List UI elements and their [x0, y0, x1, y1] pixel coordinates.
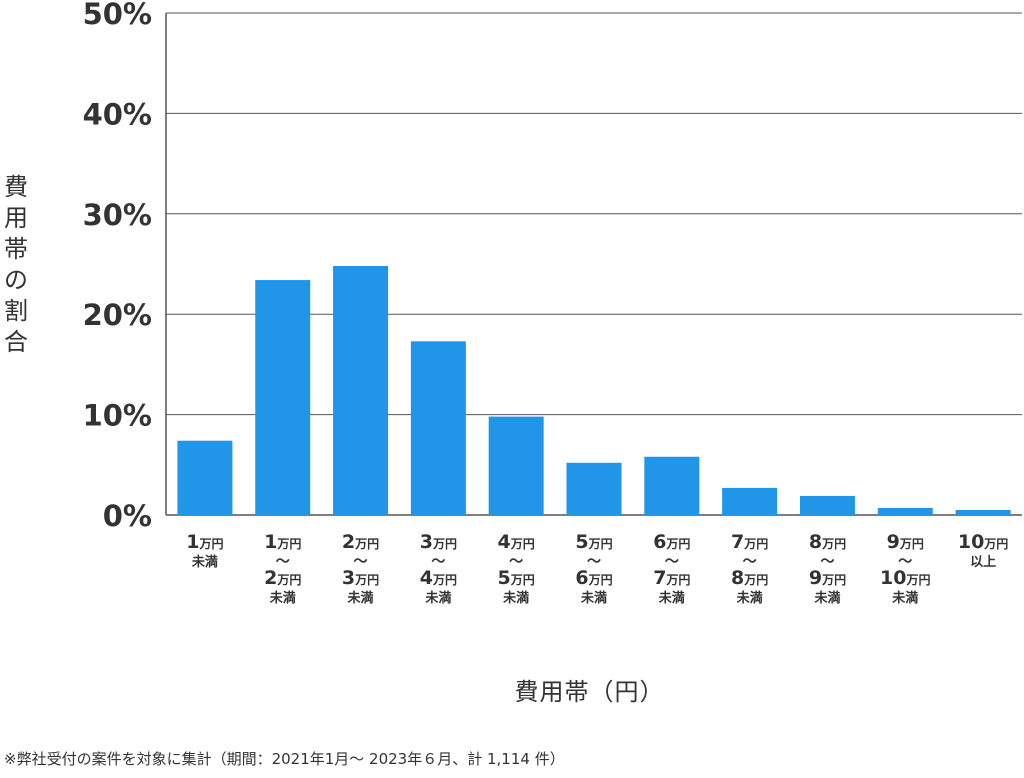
x-tick-label: 未満 — [658, 590, 685, 606]
y-tick-label: 30% — [83, 198, 152, 232]
x-tick-label: 2万円 — [342, 531, 379, 553]
x-tick-label: 〜 — [509, 554, 523, 570]
bar — [877, 507, 933, 515]
x-axis-label: 費用帯（円） — [514, 678, 665, 706]
bar — [722, 487, 778, 515]
x-tick-label: 未満 — [191, 554, 218, 570]
y-axis-label-char: 帯 — [4, 235, 28, 263]
y-tick-label: 50% — [83, 0, 152, 31]
x-tick-label: 未満 — [813, 590, 840, 606]
x-tick-label: 未満 — [580, 590, 607, 606]
x-tick-label: 1万円 — [186, 531, 223, 553]
y-axis-label-char: 割 — [4, 297, 28, 325]
x-tick-label: 5万円 — [575, 531, 612, 553]
bar — [255, 280, 311, 515]
x-tick-label: 3万円 — [420, 531, 457, 553]
x-tick-label: 8万円 — [731, 567, 768, 589]
bar — [644, 456, 700, 515]
x-tick-label: 〜 — [898, 554, 912, 570]
x-tick-label: 6万円 — [653, 531, 690, 553]
x-tick-label: 未満 — [269, 590, 296, 606]
bar — [799, 495, 855, 515]
y-axis-label-char: 用 — [4, 204, 28, 232]
y-axis-label-char: 合 — [4, 328, 28, 356]
x-tick-label: 8万円 — [809, 531, 846, 553]
x-tick-label: 3万円 — [342, 567, 379, 589]
bar — [333, 266, 389, 515]
x-tick-label: 以上 — [970, 555, 996, 570]
x-tick-label: 5万円 — [498, 567, 535, 589]
x-tick-label: 未満 — [424, 590, 451, 606]
x-tick-label: 未満 — [502, 590, 529, 606]
x-tick-label: 未満 — [736, 590, 763, 606]
footnote: ※弊社受付の案件を対象に集計（期間：2021年1月〜 2023年６月、計 1,1… — [4, 750, 565, 768]
x-tick-label: 6万円 — [575, 567, 612, 589]
bar — [566, 462, 622, 515]
x-tick-label: 10万円 — [880, 567, 930, 589]
x-tick-label: 9万円 — [809, 567, 846, 589]
y-tick-label: 0% — [103, 499, 152, 533]
bar — [955, 509, 1011, 515]
x-tick-label: 9万円 — [887, 531, 924, 553]
y-axis-label-char: の — [4, 266, 28, 294]
x-tick-label: 7万円 — [653, 567, 690, 589]
x-tick-label: 7万円 — [731, 531, 768, 553]
x-tick-label: 未満 — [347, 590, 374, 606]
y-tick-label: 40% — [83, 97, 152, 131]
x-tick-label: 〜 — [431, 554, 445, 570]
bar — [410, 341, 466, 515]
bar — [488, 416, 544, 515]
x-tick-label: 2万円 — [264, 567, 301, 589]
x-tick-label: 〜 — [587, 554, 601, 570]
y-axis-label-char: 費 — [4, 173, 28, 201]
x-tick-label: 〜 — [665, 554, 679, 570]
y-tick-label: 20% — [83, 298, 152, 332]
x-tick-label: 〜 — [820, 554, 834, 570]
x-tick-label: 4万円 — [420, 567, 457, 589]
x-tick-label: 〜 — [354, 554, 368, 570]
x-tick-label: 〜 — [743, 554, 757, 570]
x-tick-label: 1万円 — [264, 531, 301, 553]
y-tick-label: 10% — [83, 399, 152, 433]
x-tick-label: 10万円 — [958, 531, 1008, 553]
bar — [177, 440, 233, 515]
x-tick-label: 未満 — [891, 590, 918, 606]
x-tick-label: 4万円 — [498, 531, 535, 553]
x-tick-label: 〜 — [276, 554, 290, 570]
